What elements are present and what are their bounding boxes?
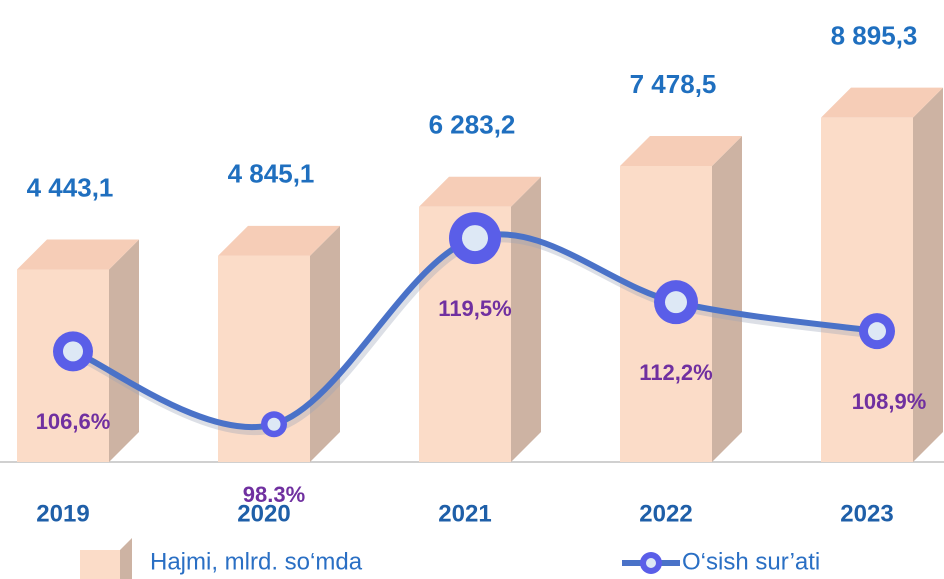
legend-label: Hajmi, mlrd. so‘mda bbox=[150, 548, 363, 575]
x-tick-label: 2020 bbox=[237, 500, 290, 527]
x-tick-label: 2021 bbox=[438, 500, 491, 527]
legend-swatch-side bbox=[120, 538, 132, 579]
line-marker bbox=[654, 280, 698, 325]
bar-top bbox=[821, 87, 943, 118]
bar-front bbox=[821, 117, 913, 462]
bar-side bbox=[511, 176, 541, 463]
legend: Hajmi, mlrd. so‘mda O‘sish sur’ati bbox=[80, 538, 820, 579]
marker-inner bbox=[462, 225, 488, 252]
marker-inner bbox=[63, 341, 83, 362]
bar-side bbox=[712, 136, 742, 462]
value-label: 4 845,1 bbox=[228, 159, 315, 189]
bar-side bbox=[310, 225, 340, 462]
marker-inner bbox=[868, 322, 886, 341]
x-tick-label: 2023 bbox=[840, 500, 893, 527]
bar-top bbox=[218, 225, 340, 256]
legend-label: O‘sish sur’ati bbox=[682, 548, 820, 575]
bar-top bbox=[620, 136, 742, 167]
x-tick-label: 2022 bbox=[639, 500, 692, 527]
line-marker bbox=[53, 331, 93, 372]
bar-side bbox=[109, 239, 139, 462]
value-label: 6 283,2 bbox=[429, 110, 516, 140]
line-value-label: 106,6% bbox=[36, 409, 111, 434]
marker-inner bbox=[267, 417, 281, 431]
legend-swatch-inner bbox=[646, 558, 656, 568]
bar-side bbox=[913, 87, 943, 462]
bar bbox=[821, 87, 943, 462]
bar-top bbox=[17, 239, 139, 270]
line-marker bbox=[261, 411, 287, 438]
line-value-label: 98.3% bbox=[243, 482, 305, 507]
line-value-label: 108,9% bbox=[852, 389, 927, 414]
line-value-label: 119,5% bbox=[438, 296, 511, 321]
legend-swatch bbox=[80, 550, 120, 579]
marker-inner bbox=[665, 291, 687, 314]
value-label: 4 443,1 bbox=[27, 172, 114, 202]
bar bbox=[620, 136, 742, 462]
value-label: 8 895,3 bbox=[831, 21, 918, 51]
line-marker bbox=[859, 313, 895, 350]
x-tick-label: 2019 bbox=[36, 500, 89, 527]
bar-top bbox=[419, 176, 541, 207]
line-marker bbox=[449, 212, 501, 265]
line-value-label: 112,2% bbox=[639, 360, 712, 385]
value-label: 7 478,5 bbox=[630, 69, 717, 99]
